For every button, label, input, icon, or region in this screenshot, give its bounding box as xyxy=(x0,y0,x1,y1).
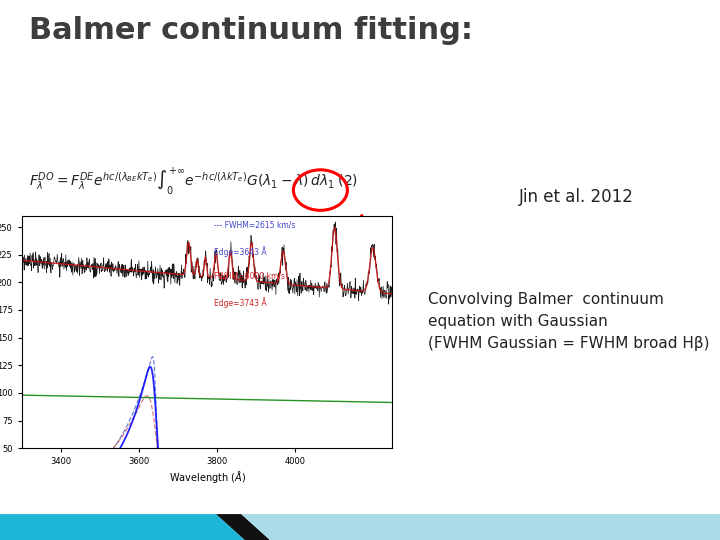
Text: Convolving Balmer  continuum
equation with Gaussian
(FWHM Gaussian = FWHM broad : Convolving Balmer continuum equation wit… xyxy=(428,292,710,351)
Polygon shape xyxy=(216,514,270,540)
X-axis label: Wavelength ($\AA$): Wavelength ($\AA$) xyxy=(168,469,246,485)
Text: --- FWHM=2615 km/s: --- FWHM=2615 km/s xyxy=(215,221,296,230)
Text: Edge=3643 Å: Edge=3643 Å xyxy=(215,246,267,257)
Text: $F_{\lambda}^{DO} = F_{\lambda}^{DE}e^{hc/(\lambda_{BE}kT_e)}\int_0^{+\infty}e^{: $F_{\lambda}^{DO} = F_{\lambda}^{DE}e^{h… xyxy=(29,165,358,197)
Text: Balmer continuum fitting:: Balmer continuum fitting: xyxy=(29,16,473,45)
Polygon shape xyxy=(0,514,245,540)
Text: Edge=3743 Å: Edge=3743 Å xyxy=(215,297,267,308)
Text: Jin et al. 2012: Jin et al. 2012 xyxy=(518,188,634,206)
Polygon shape xyxy=(241,514,720,540)
Text: FWHM=6000 km/s: FWHM=6000 km/s xyxy=(215,272,285,281)
